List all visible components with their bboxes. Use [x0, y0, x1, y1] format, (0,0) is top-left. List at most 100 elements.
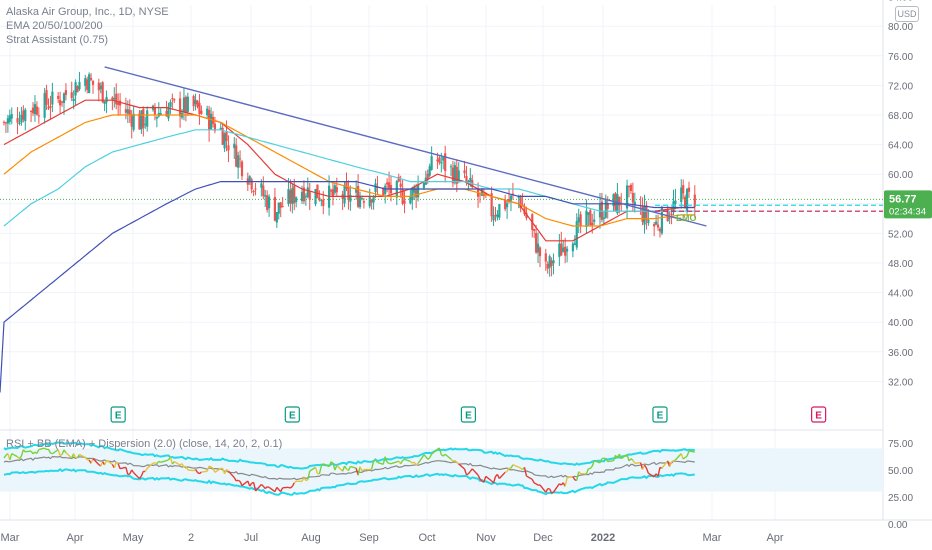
candle-body [494, 214, 497, 216]
candle-body [240, 161, 244, 177]
candle-body [525, 212, 528, 219]
rsi-segment [201, 470, 208, 473]
candle-body [146, 110, 149, 127]
rsi-segment [359, 466, 363, 472]
candle-body [115, 93, 118, 105]
rsi-segment [330, 461, 334, 464]
last-price-value: 56.77 [889, 193, 917, 205]
candle-body [653, 224, 656, 227]
rsi-segment [212, 467, 216, 473]
price-tick-label: 80.00 [888, 22, 913, 33]
rsi-segment [456, 461, 460, 465]
candle-body [544, 253, 547, 262]
rsi-segment [572, 476, 576, 481]
candle-body [198, 102, 201, 114]
candle-body [656, 224, 660, 228]
rsi-segment [264, 486, 268, 490]
candle-body [111, 97, 114, 100]
price-tick-label: 36.00 [888, 348, 913, 359]
time-tick-label: Mar [1, 532, 20, 544]
rsi-segment [481, 480, 485, 483]
rsi-segment [643, 464, 648, 469]
rsi-segment [260, 483, 264, 487]
rsi-segment [357, 466, 361, 476]
rsi-pane [3, 441, 695, 496]
candle-body [322, 199, 325, 206]
rsi-segment [328, 461, 332, 467]
rsi-segment [341, 465, 346, 472]
currency-label[interactable]: USD [895, 6, 919, 22]
rsi-segment [618, 453, 622, 459]
candle-body [633, 201, 636, 205]
candle-body [349, 194, 352, 202]
time-axis[interactable]: Mar Apr May 2 Jul Aug Sep Oct Nov Dec 2022 Mar Apr [1, 532, 784, 544]
candle-body [519, 197, 522, 209]
rsi-segment [607, 460, 614, 463]
candle-body [4, 122, 8, 124]
candle-body [138, 113, 141, 130]
candle-body [31, 107, 35, 114]
candle-body [347, 186, 350, 201]
rsi-segment [288, 486, 291, 489]
rsi-segment [51, 449, 59, 455]
candle-body [51, 91, 54, 105]
rsi-segment [332, 462, 336, 471]
candle-body [387, 182, 391, 189]
rsi-segment [336, 464, 344, 472]
rsi-segment [305, 478, 309, 482]
rsi-segment [657, 467, 661, 477]
candle-body [606, 203, 609, 209]
candle-body [182, 97, 186, 112]
candle-body [22, 110, 25, 120]
candle-body [397, 176, 400, 182]
rsi-segment [467, 470, 471, 475]
ema-line-ema-100 [3, 129, 695, 227]
candle-body [386, 182, 389, 185]
candle-body [422, 182, 425, 188]
candle-body [430, 156, 433, 170]
candle-body [492, 215, 495, 221]
rsi-segment [479, 478, 483, 482]
candle-body [331, 189, 335, 197]
candle-body [426, 173, 429, 180]
time-tick-label: Jul [244, 532, 258, 544]
candle-body [84, 78, 87, 86]
candle-body [225, 131, 228, 141]
rsi-segment [531, 478, 535, 484]
rsi-legend[interactable]: RSI + BB (EMA) + Dispersion (2.0) (close… [6, 438, 283, 450]
rsi-segment [427, 457, 431, 460]
symbol-title[interactable]: Alaska Air Group, Inc., 1D, NYSE [6, 6, 169, 18]
rsi-segment [361, 469, 365, 472]
rsi-segment [117, 463, 121, 469]
rsi-segment [50, 452, 53, 455]
candle-body [279, 202, 282, 208]
candle-body [382, 187, 385, 196]
rsi-segment [591, 460, 595, 467]
rsi-segment [688, 450, 695, 453]
rsi-segment [620, 453, 628, 460]
candle-body [384, 185, 387, 195]
earnings-marker-label: E [115, 411, 122, 422]
candle-body [538, 247, 542, 257]
rsi-segment [680, 453, 684, 460]
rsi-segment [411, 461, 415, 464]
rsi-segment [293, 480, 297, 484]
rsi-segment [119, 466, 127, 470]
rsi-segment [160, 459, 167, 463]
rsi-segment [370, 460, 375, 470]
rsi-segment [133, 472, 140, 480]
strat-legend[interactable]: Strat Assistant (0.75) [6, 34, 109, 46]
rsi-segment [612, 455, 617, 461]
rsi-segment [551, 491, 554, 494]
rsi-segment [605, 458, 609, 463]
ema-legend[interactable]: EMA 20/50/100/200 [6, 20, 103, 32]
rsi-segment [314, 467, 319, 474]
candle-body [186, 96, 189, 112]
candle-body [209, 113, 213, 130]
rsi-segment [158, 460, 162, 463]
rsi-segment [431, 448, 438, 455]
candle-body [612, 194, 615, 207]
